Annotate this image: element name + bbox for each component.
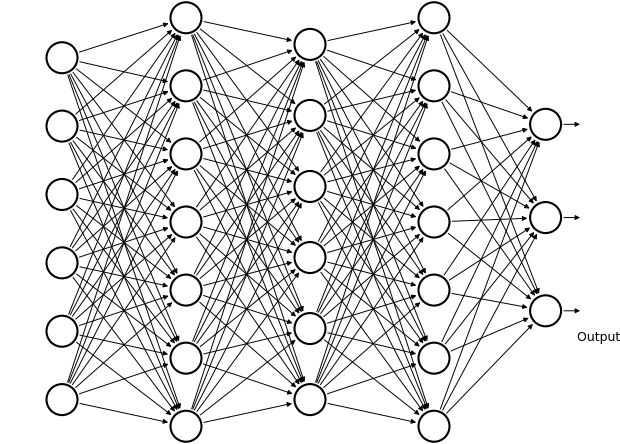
Ellipse shape bbox=[294, 29, 326, 60]
Ellipse shape bbox=[294, 242, 326, 273]
Text: Output Layer: Output Layer bbox=[577, 331, 620, 344]
Ellipse shape bbox=[170, 274, 202, 305]
Ellipse shape bbox=[530, 295, 561, 326]
Ellipse shape bbox=[418, 411, 449, 442]
Ellipse shape bbox=[170, 206, 202, 238]
Ellipse shape bbox=[418, 343, 449, 374]
Ellipse shape bbox=[530, 202, 561, 233]
Ellipse shape bbox=[418, 70, 449, 101]
Ellipse shape bbox=[294, 100, 326, 131]
Ellipse shape bbox=[418, 274, 449, 305]
Ellipse shape bbox=[46, 384, 78, 415]
Ellipse shape bbox=[294, 171, 326, 202]
Ellipse shape bbox=[294, 384, 326, 415]
Ellipse shape bbox=[170, 2, 202, 33]
Ellipse shape bbox=[46, 247, 78, 278]
Ellipse shape bbox=[418, 2, 449, 33]
Ellipse shape bbox=[46, 179, 78, 210]
Ellipse shape bbox=[294, 313, 326, 344]
Ellipse shape bbox=[46, 316, 78, 347]
Ellipse shape bbox=[170, 139, 202, 170]
Ellipse shape bbox=[170, 343, 202, 374]
Ellipse shape bbox=[418, 206, 449, 238]
Ellipse shape bbox=[170, 70, 202, 101]
Ellipse shape bbox=[170, 411, 202, 442]
Ellipse shape bbox=[46, 111, 78, 142]
Ellipse shape bbox=[46, 42, 78, 73]
Ellipse shape bbox=[530, 109, 561, 140]
Ellipse shape bbox=[418, 139, 449, 170]
